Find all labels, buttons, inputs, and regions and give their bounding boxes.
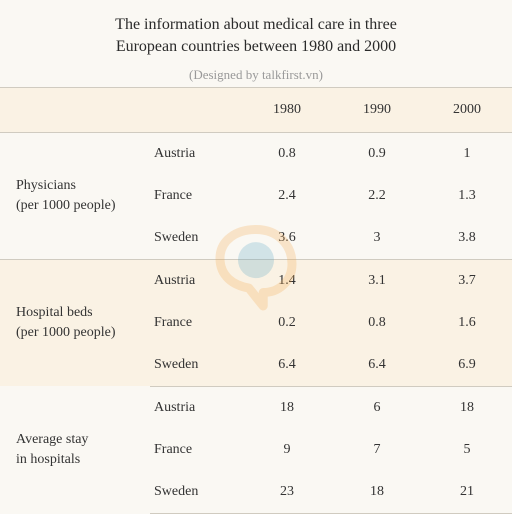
value-cell: 0.8 <box>242 132 332 175</box>
value-cell: 1.3 <box>422 175 512 217</box>
table-row: Average stay in hospitals Austria 18 6 1… <box>0 386 512 429</box>
value-cell: 3.7 <box>422 259 512 302</box>
value-cell: 0.8 <box>332 302 422 344</box>
metric-label-line2: (per 1000 people) <box>16 325 116 340</box>
country-cell: France <box>150 429 242 471</box>
metric-label: Average stay in hospitals <box>0 386 150 513</box>
value-cell: 2.2 <box>332 175 422 217</box>
value-cell: 2.4 <box>242 175 332 217</box>
value-cell: 3.8 <box>422 217 512 260</box>
value-cell: 6 <box>332 386 422 429</box>
value-cell: 23 <box>242 471 332 514</box>
title-line-2: European countries between 1980 and 2000 <box>20 36 492 58</box>
value-cell: 1 <box>422 132 512 175</box>
value-cell: 18 <box>332 471 422 514</box>
country-cell: Sweden <box>150 471 242 514</box>
title-block: The information about medical care in th… <box>0 0 512 87</box>
value-cell: 18 <box>422 386 512 429</box>
value-cell: 18 <box>242 386 332 429</box>
country-cell: France <box>150 175 242 217</box>
header-blank <box>0 87 242 132</box>
country-cell: Austria <box>150 386 242 429</box>
metric-label: Physicians (per 1000 people) <box>0 132 150 259</box>
value-cell: 0.9 <box>332 132 422 175</box>
value-cell: 0.2 <box>242 302 332 344</box>
header-row: 1980 1990 2000 <box>0 87 512 132</box>
title-line-1: The information about medical care in th… <box>20 14 492 36</box>
metric-label-line1: Hospital beds <box>16 305 93 320</box>
metric-group-1: Hospital beds (per 1000 people) Austria … <box>0 259 512 386</box>
metric-group-0: Physicians (per 1000 people) Austria 0.8… <box>0 132 512 259</box>
country-cell: Sweden <box>150 217 242 260</box>
table-row: Hospital beds (per 1000 people) Austria … <box>0 259 512 302</box>
value-cell: 7 <box>332 429 422 471</box>
header-year-2: 2000 <box>422 87 512 132</box>
subtitle: (Designed by talkfirst.vn) <box>20 67 492 83</box>
table-row: Physicians (per 1000 people) Austria 0.8… <box>0 132 512 175</box>
value-cell: 3.6 <box>242 217 332 260</box>
value-cell: 3 <box>332 217 422 260</box>
value-cell: 6.4 <box>332 344 422 387</box>
metric-label-line1: Average stay <box>16 432 88 447</box>
value-cell: 6.9 <box>422 344 512 387</box>
metric-label-line1: Physicians <box>16 178 76 193</box>
header-year-1: 1990 <box>332 87 422 132</box>
metric-label-line2: (per 1000 people) <box>16 198 116 213</box>
country-cell: Austria <box>150 132 242 175</box>
value-cell: 1.6 <box>422 302 512 344</box>
header-year-0: 1980 <box>242 87 332 132</box>
country-cell: Sweden <box>150 344 242 387</box>
country-cell: France <box>150 302 242 344</box>
metric-label-line2: in hospitals <box>16 452 80 467</box>
metric-label: Hospital beds (per 1000 people) <box>0 259 150 386</box>
value-cell: 21 <box>422 471 512 514</box>
value-cell: 9 <box>242 429 332 471</box>
value-cell: 3.1 <box>332 259 422 302</box>
value-cell: 6.4 <box>242 344 332 387</box>
value-cell: 5 <box>422 429 512 471</box>
metric-group-2: Average stay in hospitals Austria 18 6 1… <box>0 386 512 513</box>
data-table: 1980 1990 2000 Physicians (per 1000 peop… <box>0 87 512 514</box>
country-cell: Austria <box>150 259 242 302</box>
value-cell: 1.4 <box>242 259 332 302</box>
